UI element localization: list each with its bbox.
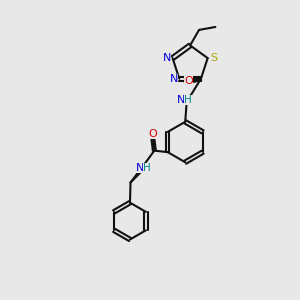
- Text: O: O: [184, 76, 193, 86]
- Text: H: H: [143, 164, 151, 173]
- Text: O: O: [148, 129, 157, 139]
- Text: N: N: [169, 74, 178, 84]
- Text: H: H: [184, 94, 192, 104]
- Text: N: N: [136, 164, 144, 173]
- Text: S: S: [210, 53, 217, 63]
- Text: N: N: [163, 53, 171, 63]
- Text: N: N: [177, 94, 185, 104]
